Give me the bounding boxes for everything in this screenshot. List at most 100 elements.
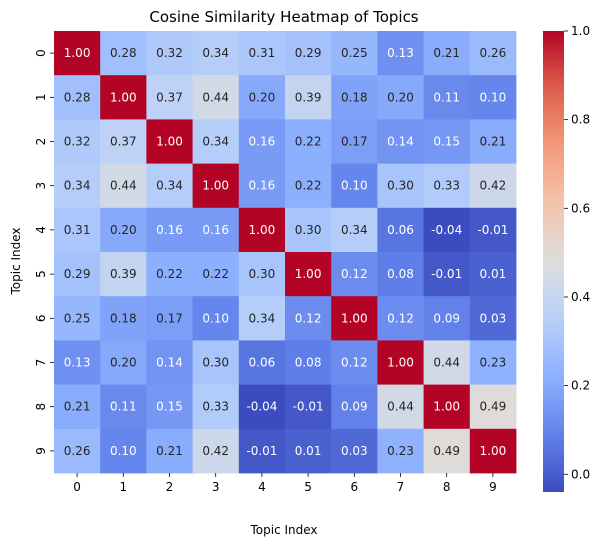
- heatmap-cell: [146, 31, 193, 76]
- cell-value-label: 0.01: [295, 444, 322, 458]
- heatmap-cell: [469, 384, 517, 430]
- cell-value-label: 0.03: [341, 444, 368, 458]
- heatmap-cell: [377, 75, 424, 120]
- y-tick-label: 3: [34, 182, 48, 190]
- x-tick-label: 5: [304, 480, 312, 494]
- heatmap-cell: [54, 296, 101, 341]
- cell-value-label: 0.22: [202, 267, 229, 281]
- heatmap-cell: [423, 207, 471, 253]
- heatmap-cell: [238, 252, 286, 297]
- cell-value-label: 0.37: [156, 90, 183, 104]
- cell-value-label: 0.10: [202, 311, 229, 325]
- heatmap-cell: [238, 296, 286, 341]
- heatmap-cell: [423, 252, 471, 297]
- cell-value-label: 0.26: [480, 46, 507, 60]
- cell-value-label: 0.23: [480, 356, 507, 370]
- cell-value-label: 0.49: [433, 444, 460, 458]
- y-tick-label: 9: [34, 447, 48, 455]
- cell-value-label: 0.44: [433, 356, 460, 370]
- cell-value-label: 0.17: [341, 135, 368, 149]
- heatmap-cell: [469, 31, 517, 76]
- heatmap-cell: [54, 75, 101, 120]
- cell-value-label: 0.25: [64, 311, 91, 325]
- cell-value-label: 0.42: [480, 179, 507, 193]
- heatmap-cell: [469, 75, 517, 120]
- x-tick-label: 7: [397, 480, 405, 494]
- heatmap-cell: [469, 428, 517, 474]
- cell-value-label: 0.20: [110, 223, 137, 237]
- cell-value-label: 0.30: [387, 179, 414, 193]
- cell-value-label: 1.00: [480, 444, 507, 458]
- heatmap-cell: [100, 75, 147, 120]
- heatmap-cell: [192, 31, 240, 76]
- colorbar: 0.0 0.2 0.4 0.6 0.8 1.0: [543, 24, 590, 492]
- heatmap-cell: [238, 384, 286, 430]
- cell-value-label: 0.14: [387, 135, 414, 149]
- x-tick-label: 4: [258, 480, 266, 494]
- colorbar-tick-label: 0.4: [571, 290, 590, 304]
- cell-value-label: 0.14: [156, 356, 183, 370]
- cell-value-label: 0.13: [64, 356, 91, 370]
- heatmap-cell: [146, 252, 193, 297]
- cell-value-label: -0.01: [431, 267, 462, 281]
- cell-value-label: 0.44: [387, 400, 414, 414]
- y-tick-label: 1: [34, 93, 48, 101]
- cell-value-label: 0.15: [156, 400, 183, 414]
- heatmap-cell: [377, 163, 424, 209]
- cell-value-label: 0.33: [433, 179, 460, 193]
- y-tick-label: 8: [34, 403, 48, 411]
- heatmap-cell: [192, 163, 240, 209]
- x-tick-label: 0: [73, 480, 81, 494]
- heatmap-cell: [54, 207, 101, 253]
- cell-value-label: 1.00: [156, 135, 183, 149]
- colorbar-tick-label: 0.2: [571, 379, 590, 393]
- heatmap-cell: [423, 31, 471, 76]
- cell-value-label: 0.34: [249, 311, 276, 325]
- cell-value-label: 0.44: [202, 90, 229, 104]
- heatmap-cell: [469, 163, 517, 209]
- cell-value-label: 0.32: [64, 135, 91, 149]
- cell-value-label: 0.28: [64, 90, 91, 104]
- heatmap-cell: [423, 75, 471, 120]
- heatmap-cell: [238, 428, 286, 474]
- cell-value-label: 0.18: [341, 90, 368, 104]
- heatmap-cell: [238, 31, 286, 76]
- heatmap-cell: [100, 384, 147, 430]
- heatmap-cell: [423, 296, 471, 341]
- x-tick-label: 2: [166, 480, 174, 494]
- y-axis-label: Topic Index: [9, 227, 23, 295]
- heatmap-cell: [192, 207, 240, 253]
- chart-title: Cosine Similarity Heatmap of Topics: [149, 8, 418, 26]
- heatmap-cell: [54, 119, 101, 164]
- heatmap-cell: [192, 296, 240, 341]
- cell-value-label: 0.11: [433, 90, 460, 104]
- cell-value-label: 0.12: [387, 311, 414, 325]
- heatmap-cell: [469, 340, 517, 385]
- cell-value-label: 1.00: [341, 311, 368, 325]
- cell-value-label: 1.00: [64, 46, 91, 60]
- heatmap-cell: [238, 75, 286, 120]
- heatmap-cells: 1.00 0.28 0.32 0.34 0.31 0.29 0.25 0.13 0.21 0.26…: [54, 31, 517, 474]
- heatmap-cell: [285, 75, 332, 120]
- heatmap-cell: [100, 119, 147, 164]
- heatmap-cell: [54, 163, 101, 209]
- cell-value-label: 0.31: [249, 46, 276, 60]
- heatmap-cell: [192, 119, 240, 164]
- colorbar-tick-label: 1.0: [571, 24, 590, 38]
- cell-value-label: 0.34: [202, 135, 229, 149]
- heatmap-cell: [54, 252, 101, 297]
- heatmap-cell: [238, 207, 286, 253]
- heatmap-cell: [146, 384, 193, 430]
- x-tick-label: 3: [212, 480, 220, 494]
- heatmap-cell: [146, 296, 193, 341]
- y-tick-label: 5: [34, 270, 48, 278]
- cell-value-label: 0.20: [110, 356, 137, 370]
- cell-value-label: 0.30: [295, 223, 322, 237]
- colorbar-tick-label: 0.6: [571, 201, 590, 215]
- cell-value-label: 0.16: [156, 223, 183, 237]
- cell-value-label: 0.34: [341, 223, 368, 237]
- heatmap-cell: [331, 296, 378, 341]
- cell-value-label: 0.16: [249, 179, 276, 193]
- cell-value-label: 0.10: [480, 90, 507, 104]
- heatmap-cell: [146, 163, 193, 209]
